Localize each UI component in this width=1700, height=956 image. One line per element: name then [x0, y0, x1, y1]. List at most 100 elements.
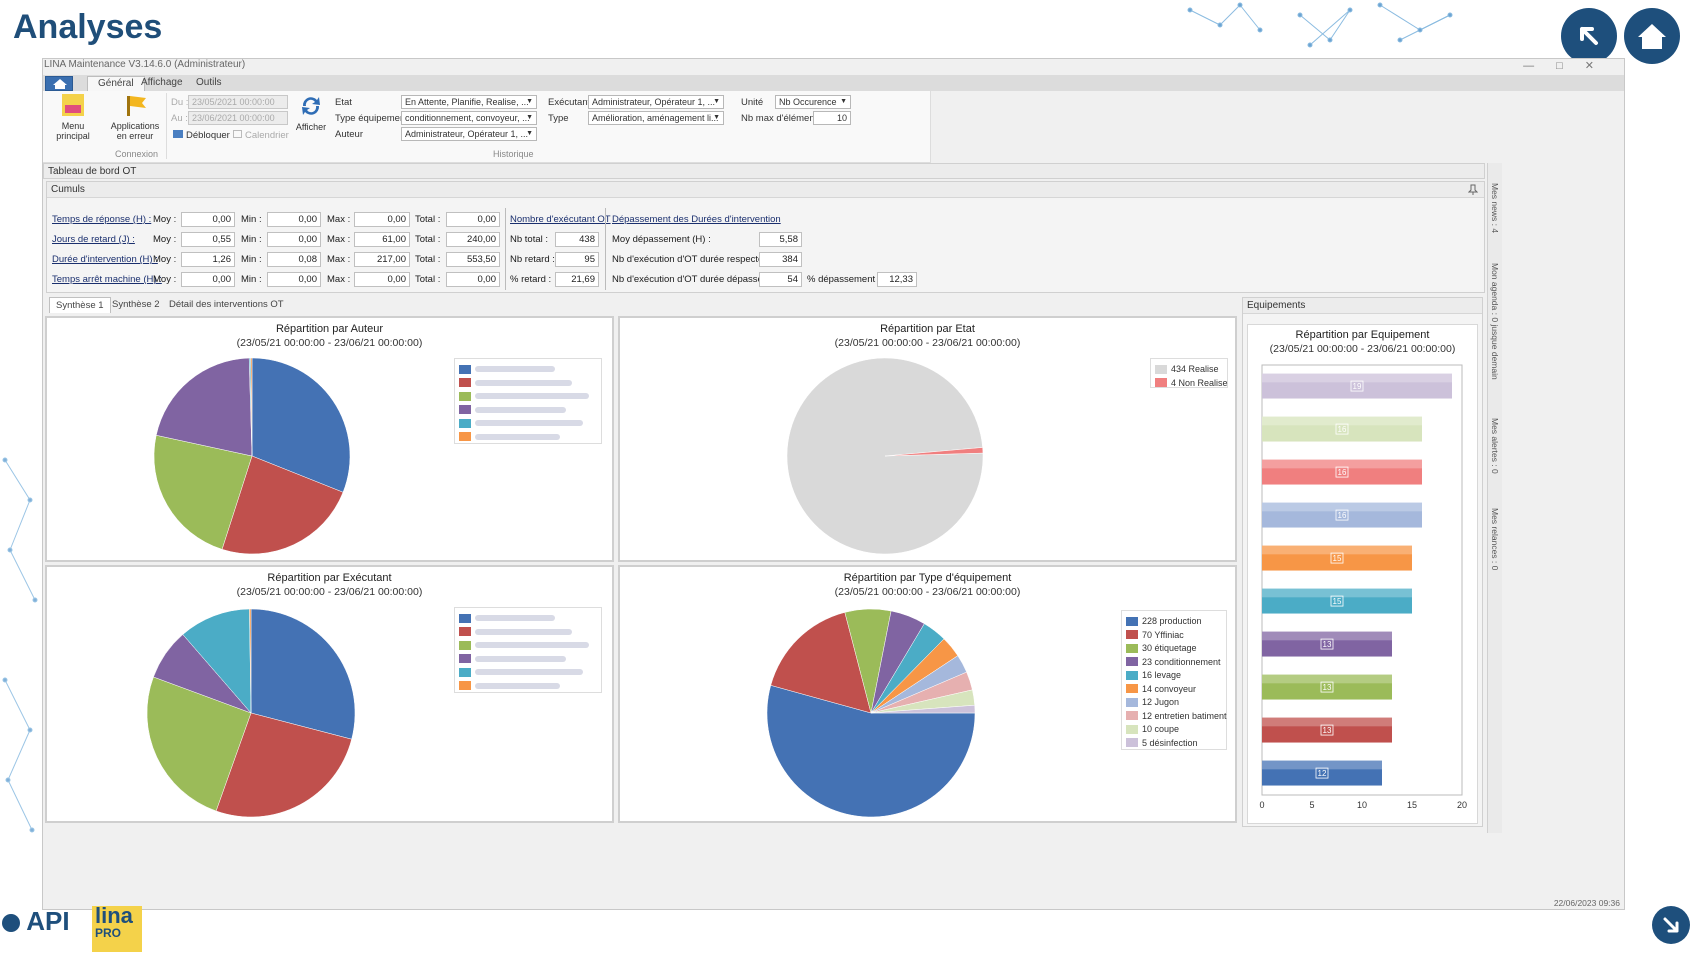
au-date-field[interactable]: 23/06/2021 00:00:00 — [188, 111, 288, 125]
tab-general[interactable]: Général — [87, 76, 145, 91]
equipements-title: Equipements — [1247, 300, 1306, 311]
tableau-title: Tableau de bord OT — [48, 166, 137, 177]
afficher-label: Afficher — [295, 122, 327, 132]
pct-retard-value: 21,69 — [555, 272, 599, 287]
legend-item — [459, 680, 560, 692]
temps-reponse-label[interactable]: Temps de réponse (H) : — [52, 214, 152, 225]
pct-retard-label: % retard : — [510, 274, 552, 285]
pie-slice — [221, 455, 344, 555]
legend-label-redacted — [475, 366, 555, 372]
bar-highlight — [1262, 545, 1412, 555]
legend-item: 10 coupe — [1126, 723, 1179, 735]
side-panel-news[interactable]: Mes news : 4 — [1490, 183, 1500, 234]
bar — [1262, 373, 1452, 399]
pie-etat — [786, 357, 984, 555]
home-button[interactable] — [1624, 8, 1680, 64]
tab-outils[interactable]: Outils — [196, 77, 222, 88]
next-slide-button[interactable] — [1652, 906, 1690, 944]
side-panel-relances[interactable]: Mes relances : 0 — [1490, 508, 1500, 571]
afficher-button[interactable]: Afficher — [293, 93, 329, 132]
legend-item — [459, 666, 583, 678]
legend-swatch — [459, 667, 471, 677]
window-controls[interactable]: —□✕ — [1523, 60, 1616, 72]
type-select[interactable]: Amélioration, aménagement li... ▼ — [588, 111, 724, 125]
legend-item: 14 convoyeur — [1126, 683, 1196, 695]
duree-intervention-total: 553,50 — [446, 252, 500, 267]
legend-label-redacted — [475, 406, 566, 413]
min-label: Min : — [241, 254, 262, 265]
legend-item — [459, 626, 572, 638]
bar-label-box — [1315, 767, 1329, 779]
legend-label: 12 Jugon — [1142, 697, 1180, 707]
back-button[interactable] — [1561, 8, 1617, 64]
app-title: LINA Maintenance V3.14.6.0 (Administrate… — [44, 59, 246, 70]
executant-select[interactable]: Administrateur, Opérateur 1, ... ▼ — [588, 95, 724, 109]
legend-label-redacted — [475, 642, 589, 648]
legend-item: 12 entretien batiment — [1126, 710, 1227, 722]
chevron-down-icon: ▼ — [713, 114, 720, 121]
equipements-panel: Equipements Répartition par Equipement (… — [1242, 297, 1483, 827]
jours-retard-label[interactable]: Jours de retard (J) : — [52, 234, 135, 245]
applications-en-erreur-button[interactable]: Applications en erreur — [109, 93, 161, 141]
bar-value-label: 19 — [1353, 382, 1362, 391]
bar-chart-equipement: 0 5 10 15 20 19 16 16 16 15 15 13 13 13 12 — [1259, 364, 1467, 810]
temps-reponse-min: 0,00 — [267, 212, 321, 227]
nb-executant-title[interactable]: Nombre d'exécutant OT — [510, 214, 611, 225]
ribbon: Menu principal Applications en erreur Co… — [43, 91, 931, 163]
legend-item — [459, 390, 589, 402]
calendrier-button[interactable]: Calendrier — [233, 130, 289, 141]
pie-slice — [770, 612, 872, 714]
tab-detail-interventions[interactable]: Détail des interventions OT — [169, 299, 284, 310]
legend-swatch — [1126, 697, 1138, 707]
side-panel-alertes[interactable]: Mes alertes : 0 — [1490, 418, 1500, 474]
depassement-title[interactable]: Dépassement des Durées d'intervention — [612, 214, 781, 225]
temps-arret-label[interactable]: Temps arrêt machine (H) : — [52, 274, 162, 285]
bar-label-box — [1330, 595, 1344, 607]
du-date-field[interactable]: 23/05/2021 00:00:00 — [188, 95, 288, 109]
unite-label: Unité — [741, 97, 764, 108]
home-icon — [53, 79, 67, 89]
bar-value-label: 12 — [1318, 769, 1327, 778]
pie-slice — [153, 434, 253, 550]
executant-label: Exécutant — [548, 97, 591, 108]
legend-label-redacted — [475, 655, 566, 662]
legend-item — [459, 377, 572, 389]
plot-area — [1261, 364, 1463, 796]
nb-max-field[interactable]: 10 — [813, 111, 851, 125]
legend-item — [459, 404, 566, 416]
moy-depassement-value: 5,58 — [759, 232, 802, 247]
unlock-icon — [173, 130, 183, 138]
x-tick-label: 20 — [1457, 800, 1467, 810]
legend-item — [459, 363, 555, 375]
auteur-select[interactable]: Administrateur, Opérateur 1, ... ▼ — [401, 127, 537, 141]
ribbon-home-tab[interactable] — [45, 76, 73, 91]
tab-affichage[interactable]: Affichage — [141, 77, 183, 88]
pie-slice — [250, 357, 253, 457]
x-tick-label: 15 — [1407, 800, 1417, 810]
tab-synthese-1[interactable]: Synthèse 1 — [49, 297, 111, 313]
unite-value: Nb Occurence — [779, 97, 837, 107]
bar — [1262, 674, 1392, 700]
tab-synthese-2[interactable]: Synthèse 2 — [112, 299, 160, 310]
debloquer-label: Débloquer — [186, 130, 230, 141]
legend-label-redacted — [475, 379, 572, 386]
pct-depassement-label: % dépassement : — [807, 274, 881, 285]
type-equipement-select[interactable]: conditionnement, convoyeur, ... ▼ — [401, 111, 537, 125]
menu-principal-button[interactable]: Menu principal — [45, 93, 101, 141]
debloquer-button[interactable]: Débloquer — [173, 130, 230, 141]
legend-item — [459, 417, 583, 429]
side-panel-agenda[interactable]: Mon agenda : 0 jusque demain — [1490, 263, 1500, 380]
bar-value-label: 16 — [1338, 425, 1347, 434]
duree-intervention-label[interactable]: Durée d'intervention (H) : — [52, 254, 158, 265]
separator — [505, 208, 506, 290]
legend-item: 16 levage — [1126, 669, 1181, 681]
unite-select[interactable]: Nb Occurence ▼ — [775, 95, 851, 109]
max-label: Max : — [327, 214, 351, 225]
legend-swatch — [1126, 657, 1138, 666]
tableau-header: Tableau de bord OT — [43, 163, 1485, 179]
etat-select[interactable]: En Attente, Planifie, Realise, ... ▼ — [401, 95, 537, 109]
pin-icon[interactable] — [1468, 184, 1478, 196]
total-label: Total : — [415, 254, 441, 265]
chevron-down-icon: ▼ — [526, 98, 533, 105]
bar — [1262, 588, 1412, 614]
